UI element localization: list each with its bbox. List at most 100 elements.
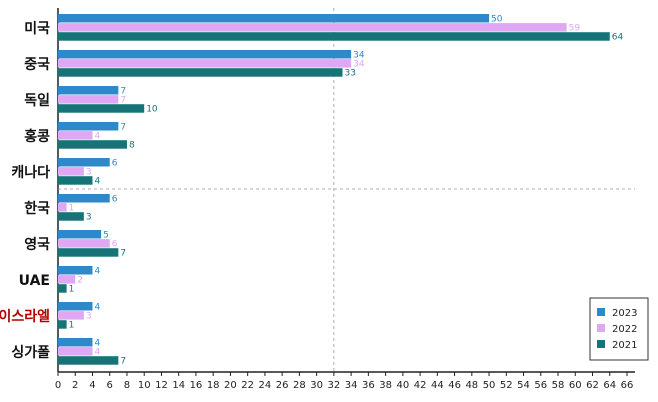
x-tick-label: 52 bbox=[500, 380, 513, 391]
x-tick-label: 60 bbox=[569, 380, 582, 391]
bar bbox=[58, 167, 84, 176]
bar bbox=[58, 338, 93, 347]
x-tick-label: 6 bbox=[107, 380, 113, 391]
data-label: 3 bbox=[86, 312, 92, 322]
x-tick-label: 48 bbox=[465, 380, 478, 391]
x-tick-label: 56 bbox=[534, 380, 547, 391]
data-label: 10 bbox=[146, 105, 158, 115]
x-tick-label: 20 bbox=[224, 380, 237, 391]
bar bbox=[58, 68, 343, 77]
category-label: 중국 bbox=[24, 57, 50, 73]
legend-swatch bbox=[597, 308, 605, 316]
data-label: 4 bbox=[94, 339, 100, 349]
x-tick-label: 62 bbox=[586, 380, 599, 391]
category-label: 미국 bbox=[24, 21, 50, 37]
x-tick-label: 24 bbox=[259, 380, 272, 391]
data-label: 34 bbox=[353, 60, 365, 70]
bar bbox=[58, 32, 610, 41]
bar bbox=[58, 122, 119, 131]
data-label: 4 bbox=[94, 132, 100, 142]
x-tick-label: 22 bbox=[241, 380, 254, 391]
data-label: 8 bbox=[129, 141, 135, 151]
data-label: 50 bbox=[491, 15, 503, 25]
x-tick-label: 8 bbox=[124, 380, 130, 391]
data-label: 64 bbox=[612, 33, 624, 43]
legend-label: 2021 bbox=[612, 340, 637, 351]
x-tick-label: 34 bbox=[345, 380, 358, 391]
bar bbox=[58, 50, 352, 59]
data-label: 1 bbox=[69, 321, 75, 331]
bar bbox=[58, 320, 67, 329]
x-tick-label: 30 bbox=[310, 380, 323, 391]
category-label: 싱가폴 bbox=[11, 345, 50, 361]
bar bbox=[58, 266, 93, 275]
data-label: 3 bbox=[86, 213, 92, 223]
x-tick-label: 58 bbox=[552, 380, 565, 391]
bar bbox=[58, 176, 93, 185]
legend-swatch bbox=[597, 324, 605, 332]
bar bbox=[58, 140, 127, 149]
data-label: 7 bbox=[120, 96, 126, 106]
x-tick-label: 44 bbox=[431, 380, 444, 391]
bar bbox=[58, 23, 567, 32]
data-label: 59 bbox=[569, 24, 581, 34]
data-label: 6 bbox=[112, 159, 118, 169]
legend-swatch bbox=[597, 340, 605, 348]
bar bbox=[58, 239, 110, 248]
category-label: 영국 bbox=[24, 236, 50, 253]
bar bbox=[58, 158, 110, 167]
bar bbox=[58, 311, 84, 320]
data-label: 7 bbox=[120, 123, 126, 133]
bar bbox=[58, 95, 119, 104]
category-label: 한국 bbox=[24, 201, 50, 217]
bar bbox=[58, 302, 93, 311]
x-tick-label: 12 bbox=[155, 380, 168, 391]
bar bbox=[58, 104, 145, 113]
legend-label: 2023 bbox=[612, 308, 637, 319]
data-label: 4 bbox=[94, 303, 100, 313]
data-label: 4 bbox=[94, 267, 100, 277]
data-label: 6 bbox=[112, 195, 118, 205]
data-label: 5 bbox=[103, 231, 109, 241]
bar bbox=[58, 275, 76, 284]
bar bbox=[58, 86, 119, 95]
x-tick-label: 46 bbox=[448, 380, 461, 391]
bar bbox=[58, 284, 67, 293]
x-tick-label: 64 bbox=[603, 380, 616, 391]
x-tick-label: 42 bbox=[414, 380, 427, 391]
bar bbox=[58, 230, 102, 239]
data-label: 7 bbox=[120, 357, 126, 367]
x-tick-label: 14 bbox=[172, 380, 185, 391]
x-tick-label: 4 bbox=[89, 380, 95, 391]
x-tick-label: 10 bbox=[138, 380, 151, 391]
x-tick-label: 32 bbox=[328, 380, 341, 391]
data-label: 7 bbox=[120, 87, 126, 97]
x-tick-label: 28 bbox=[293, 380, 306, 391]
bar bbox=[58, 248, 119, 257]
category-label: 독일 bbox=[24, 93, 50, 109]
data-label: 33 bbox=[345, 69, 356, 79]
data-label: 1 bbox=[69, 204, 75, 214]
data-label: 34 bbox=[353, 51, 365, 61]
bar bbox=[58, 356, 119, 365]
x-tick-label: 66 bbox=[621, 380, 634, 391]
x-tick-label: 18 bbox=[207, 380, 220, 391]
bar bbox=[58, 347, 93, 356]
bar bbox=[58, 203, 67, 212]
data-label: 3 bbox=[86, 168, 92, 178]
category-label: UAE bbox=[19, 273, 50, 289]
category-label: 홍콩 bbox=[24, 128, 50, 145]
x-tick-label: 50 bbox=[483, 380, 496, 391]
bar bbox=[58, 59, 352, 68]
data-label: 6 bbox=[112, 240, 118, 250]
legend-label: 2022 bbox=[612, 324, 637, 335]
bar bbox=[58, 212, 84, 221]
x-tick-label: 0 bbox=[55, 380, 61, 391]
x-tick-label: 2 bbox=[72, 380, 78, 391]
x-tick-label: 54 bbox=[517, 380, 530, 391]
x-tick-label: 40 bbox=[396, 380, 409, 391]
bar bbox=[58, 14, 490, 23]
data-label: 4 bbox=[94, 177, 100, 187]
